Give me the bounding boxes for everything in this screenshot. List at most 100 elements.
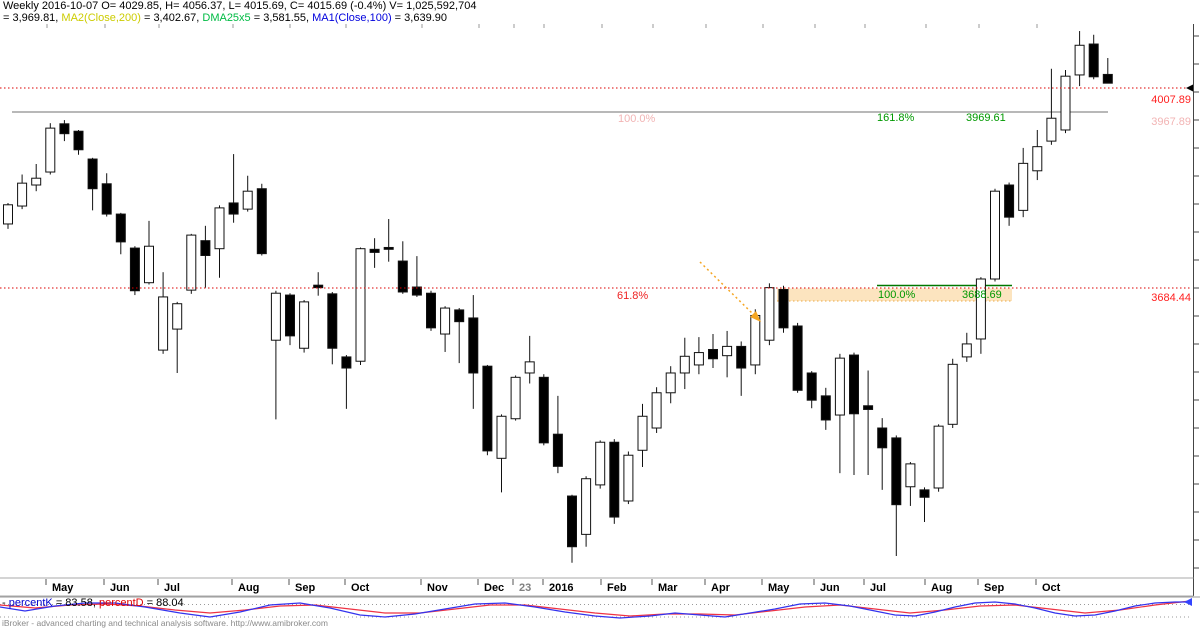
fib-price-levels: 4007.89 3684.44 [0,84,1194,304]
month-label-12-Apr: Apr [711,582,731,594]
candle-5 [73,130,84,151]
candle-59 [834,357,845,416]
candle-39 [552,433,563,467]
stoch-arrow-marker [1184,598,1192,606]
month-label-10-Feb: Feb [607,582,627,594]
candle-38 [538,376,549,444]
candle-43 [609,441,620,518]
candle-61 [863,405,874,410]
title-indicators-line: = 3,969.81, MA2(Close,200) = 3,402.67, D… [3,12,476,24]
candle-66 [933,425,944,489]
candle-75 [1060,75,1071,131]
title-ohlcv-text: Weekly 2016-10-07 O= 4029.85, H= 4056.37… [3,0,477,12]
candle-17 [242,190,253,210]
candle-51 [722,345,733,357]
stochastic-readout: - percentK = 83.58, percentD = 88.04 [2,597,184,609]
candle-67 [947,363,958,425]
percentD-line [0,600,1191,617]
fib-label-100.0%: 100.0% [878,289,916,301]
candle-3 [45,127,56,173]
price-axis [1193,24,1199,596]
candle-23 [327,293,338,349]
chart-title: Weekly 2016-10-07 O= 4029.85, H= 4056.37… [3,0,476,24]
candle-71 [1004,184,1015,218]
candle-69 [975,278,986,340]
candle-18 [256,188,267,255]
candle-12 [172,303,183,330]
month-label-13-May: May [768,582,790,594]
candle-22 [313,284,324,289]
candle-29 [411,286,422,296]
candle-31 [440,307,451,335]
stochastic-pane [0,596,1200,619]
stoch-seg-4: = 88.04 [143,597,184,609]
candle-20 [285,294,295,337]
price-label-3684.44: 3684.44 [1151,292,1191,304]
percentK-line [0,601,1190,619]
candle-1 [17,182,28,207]
candle-11 [158,296,169,351]
month-label-17-Sep: Sep [984,582,1004,594]
candle-52 [736,345,747,369]
candle-57 [806,372,817,401]
candle-14 [200,240,211,257]
candle-55 [778,289,789,329]
price-label-4007.89: 4007.89 [1151,94,1191,106]
month-label-18-Oct: Oct [1042,582,1061,594]
candle-47 [665,372,676,394]
candle-30 [426,292,436,329]
candle-62 [877,427,888,449]
candle-34 [482,365,493,452]
candle-16 [228,202,239,215]
stoch-seg-2: = 83.58, [52,597,99,609]
candle-46 [651,392,662,429]
candle-60 [849,354,859,415]
level-arrow-marker [1186,84,1194,92]
month-label-14-Jun: Jun [820,582,840,594]
month-label-15-Jul: Jul [870,582,886,594]
month-label-5-Oct: Oct [351,582,370,594]
fib-highlight-band [777,288,1012,302]
date-axis: May Jun Jul Aug Sep Oct Nov Dec 23 2016 Feb Mar Apr M… [0,577,1194,597]
candle-9 [129,247,140,292]
candle-63 [891,437,902,506]
month-label-6-Nov: Nov [427,582,449,594]
candle-56 [792,325,803,391]
candle-13 [186,234,197,291]
candle-8 [115,213,126,243]
orange-arrow-annotation [699,261,761,322]
month-label-9-2016: 2016 [549,582,573,594]
candle-49 [693,352,704,366]
month-label-3-Aug: Aug [238,582,259,594]
title-indicator-seg-1: MA2(Close,200) [61,12,141,24]
candle-48 [679,355,690,374]
top-axis-ticks [46,24,1038,28]
candle-41 [581,478,592,535]
candle-25 [355,248,366,362]
title-ohlcv-line: Weekly 2016-10-07 O= 4029.85, H= 4056.37… [3,0,476,12]
candle-42 [595,441,606,486]
candle-24 [341,356,352,369]
candles [3,31,1113,563]
candle-72 [1018,162,1029,211]
candle-68 [961,343,972,358]
candle-2 [31,177,42,186]
candle-74 [1046,117,1057,142]
candle-27 [383,246,394,250]
candle-45 [637,415,648,451]
fib-label-100.0%: 100.0% [618,113,656,125]
candle-50 [708,348,718,360]
candle-58 [820,395,831,421]
candle-0 [3,204,13,225]
title-indicator-seg-4: = 3,581.55, [250,12,313,24]
candle-40 [567,495,577,548]
fib-label-161.8%: 161.8% [877,112,915,124]
stoch-seg-0: - [2,597,9,609]
fib-labels: 100.0% 161.8% 3969.61 3967.89 61.8% 100.0% 368… [617,112,1191,302]
fib-label-3967.89: 3967.89 [1151,116,1191,128]
month-label-0-May: May [52,582,74,594]
title-indicator-seg-2: = 3,402.67, [140,12,203,24]
candle-65 [919,489,930,498]
